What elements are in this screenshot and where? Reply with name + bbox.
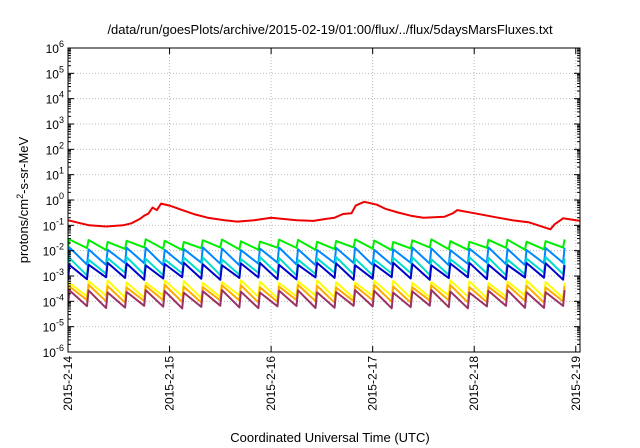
x-axis-label: Coordinated Universal Time (UTC) (230, 430, 429, 445)
y-tick-label: 10-2 (43, 242, 64, 259)
y-tick-label: 10-6 (43, 343, 64, 360)
y-tick-label: 102 (46, 140, 64, 157)
y-tick-label: 104 (46, 90, 64, 107)
x-tick-label: 2015-2-15 (163, 356, 177, 411)
y-axis: 10-6 10-5 10-4 10-3 10-2 10-1 100 101 102 103 104 1… (43, 39, 580, 360)
y-tick-label: 106 (46, 39, 64, 56)
y-tick-label: 105 (46, 64, 64, 81)
x-tick-label: 2015-2-14 (61, 356, 75, 411)
series-line-1 (68, 200, 580, 231)
series-line-2 (68, 238, 566, 252)
y-tick-label: 10-4 (43, 292, 64, 309)
series-line-5 (68, 261, 566, 281)
series-line-8 (68, 289, 566, 310)
x-tick-label: 2015-2-18 (467, 356, 481, 411)
y-tick-label: 100 (46, 191, 64, 208)
series-line-3 (68, 246, 566, 267)
y-tick-label: 101 (46, 166, 64, 183)
y-tick-label: 10-5 (43, 318, 64, 335)
x-tick-label: 2015-2-16 (264, 356, 278, 411)
x-tick-label: 2015-2-19 (569, 356, 583, 411)
x-tick-label: 2015-2-17 (366, 356, 380, 411)
y-tick-label: 10-1 (43, 216, 64, 233)
y-axis-label: protons/cm2-s-sr-MeV (15, 136, 31, 263)
chart-title: /data/run/goesPlots/archive/2015-02-19/0… (107, 22, 553, 37)
y-tick-label: 103 (46, 115, 64, 132)
x-axis: 2015-2-14 2015-2-15 2015-2-16 2015-2-17 2015… (61, 48, 583, 411)
series-layer (68, 200, 580, 310)
grid (68, 48, 580, 352)
y-tick-label: 10-3 (43, 267, 64, 284)
